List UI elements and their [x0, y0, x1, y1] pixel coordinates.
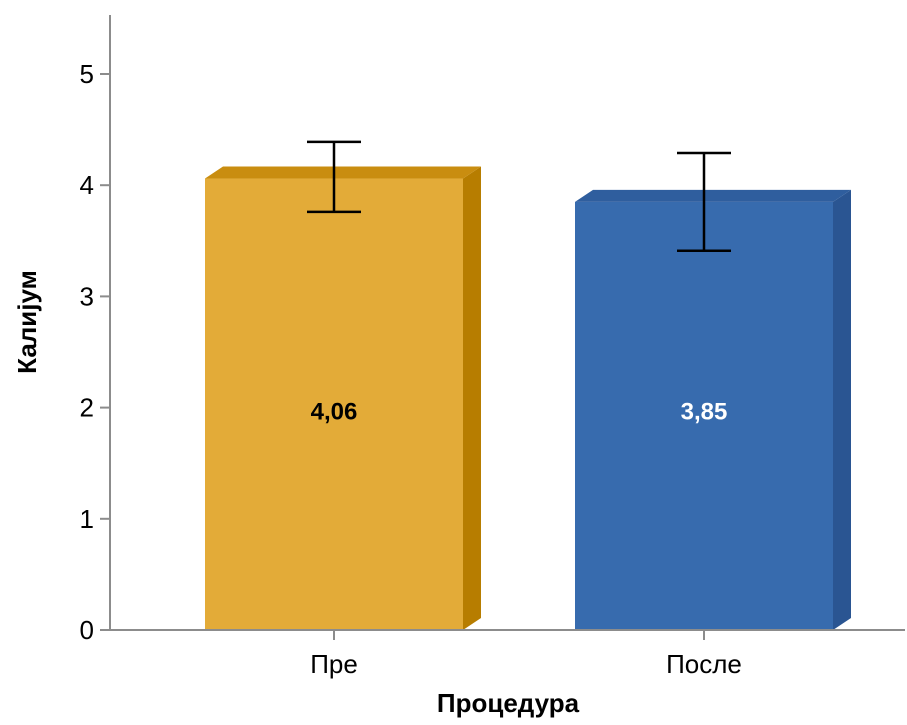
y-tick-label: 4: [80, 170, 94, 200]
x-tick-label: После: [666, 649, 742, 679]
axes: [109, 15, 905, 631]
y-axis-title: Калијум: [12, 270, 42, 374]
y-tick-label: 5: [80, 59, 94, 89]
x-tick-label: Пре: [310, 649, 358, 679]
y-tick-label: 3: [80, 281, 94, 311]
bar: [575, 201, 833, 630]
y-axis-ticks: 0 1 2 3 4 5: [80, 59, 110, 645]
bar-value-label: 3,85: [681, 399, 728, 426]
error-bar: [677, 151, 731, 253]
bar-group: 3,85: [575, 151, 851, 630]
y-tick-label: 1: [80, 504, 94, 534]
error-bar: [307, 140, 361, 214]
bar: [205, 178, 463, 630]
plot-area: 4,06 3,85: [205, 140, 851, 630]
bar-top: [575, 189, 851, 202]
x-axis-title: Процедура: [437, 688, 580, 718]
y-tick-label: 2: [80, 393, 94, 423]
bar-group: 4,06: [205, 140, 481, 630]
bar-top: [205, 166, 481, 179]
y-tick-label: 0: [80, 615, 94, 645]
bar-side: [833, 189, 851, 630]
bar-value-label: 4,06: [311, 399, 358, 426]
bar-side: [463, 166, 481, 630]
x-axis-ticks: Пре После: [310, 630, 742, 679]
